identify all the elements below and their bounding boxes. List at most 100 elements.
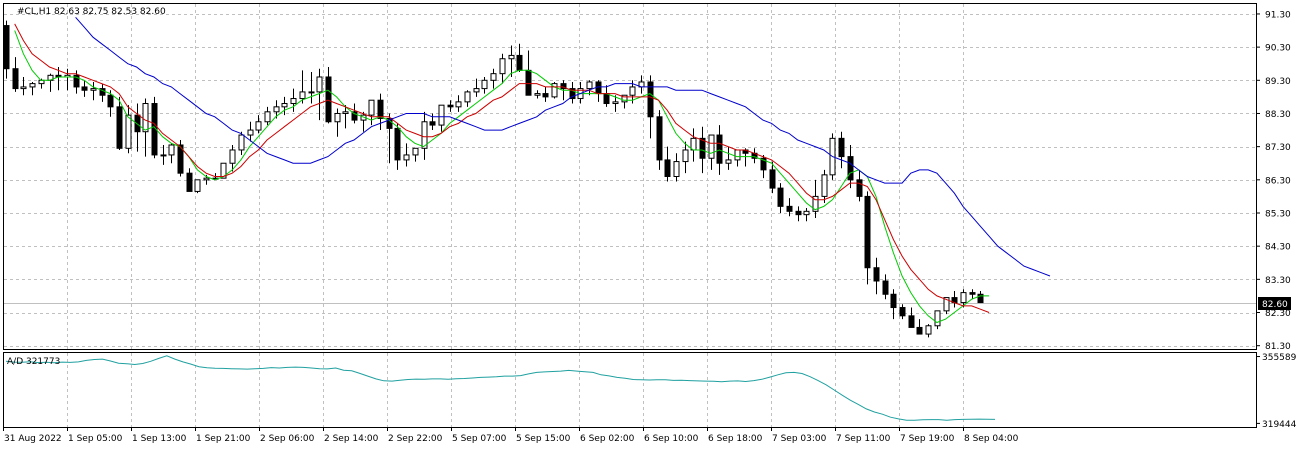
candle-body-up <box>255 121 262 131</box>
candle-body-down <box>595 81 602 95</box>
candle <box>803 208 810 222</box>
candle <box>725 146 732 170</box>
x-tick-label: 6 Sep 02:00 <box>580 434 635 444</box>
x-tick-label: 1 Sep 05:00 <box>68 434 123 444</box>
candle <box>925 324 932 338</box>
candle <box>186 168 193 192</box>
candle <box>438 104 445 132</box>
candle-body-up <box>551 83 558 98</box>
candle-body-up <box>629 86 636 96</box>
x-tick-label: 6 Sep 18:00 <box>708 434 763 444</box>
candle-body-down <box>882 280 889 295</box>
candle <box>229 144 236 172</box>
x-tick-label: 7 Sep 11:00 <box>836 434 891 444</box>
candle-body-up <box>508 54 515 60</box>
candle-body-down <box>12 68 19 90</box>
candle-body-down <box>325 76 332 123</box>
candle <box>847 144 854 189</box>
candle-body-up <box>812 195 819 212</box>
candle <box>490 68 497 89</box>
ad-y-axis-ticks: 355589 319444 <box>1256 353 1297 430</box>
candle-body-down <box>656 116 663 161</box>
candle-body-up <box>473 88 480 93</box>
candle <box>447 100 454 112</box>
candle <box>760 154 767 179</box>
candle <box>316 68 323 121</box>
last-price-label: 82.60 <box>1262 300 1288 310</box>
ma-fast-line <box>14 30 990 324</box>
y-tick-label: 88.30 <box>1265 110 1291 120</box>
candle <box>908 307 915 328</box>
x-tick-label: 2 Sep 22:00 <box>388 434 443 444</box>
candle-body-up <box>160 154 167 157</box>
candle-body-up <box>673 161 680 177</box>
ma-mid-line <box>14 23 990 313</box>
indicator-grid <box>67 353 964 427</box>
y-axis-ticks: 91.30 90.30 89.30 88.30 87.30 86.30 85.30 84.30… <box>1256 10 1291 352</box>
ad-series-line <box>5 355 996 421</box>
candle <box>325 67 332 124</box>
candle-body-down <box>777 187 784 207</box>
candle <box>107 90 114 117</box>
candle-body-down <box>899 307 906 317</box>
candle <box>334 108 341 137</box>
candle-body-down <box>838 137 845 158</box>
candle <box>134 103 141 152</box>
candle-body-down <box>864 195 871 269</box>
candle <box>125 105 132 154</box>
candle-body-up <box>455 101 462 108</box>
candle-body-up <box>290 98 297 105</box>
candle-body-down <box>847 156 854 181</box>
candle <box>160 144 167 165</box>
candle-body-up <box>403 154 410 161</box>
candle <box>916 319 923 335</box>
candle-body-down <box>560 83 567 90</box>
candle <box>769 161 776 194</box>
candle-body-up <box>464 91 471 103</box>
candle-body-down <box>786 205 793 212</box>
candle <box>281 96 288 116</box>
candle <box>247 121 254 142</box>
y-tick-label: 82.30 <box>1265 309 1291 319</box>
candle-body-up <box>194 179 201 192</box>
candle-body-down <box>116 106 123 149</box>
candle-body-down <box>795 210 802 216</box>
x-tick-label: 8 Sep 04:00 <box>964 434 1019 444</box>
candle <box>586 80 593 96</box>
candle-body-up <box>142 103 149 133</box>
candle <box>777 183 784 213</box>
candle <box>838 131 845 169</box>
candle-body-up <box>934 310 941 327</box>
candle <box>569 81 576 104</box>
candle <box>664 146 671 182</box>
candle-body-down <box>664 159 671 178</box>
candle-body-down <box>873 267 880 282</box>
x-tick-label: 1 Sep 13:00 <box>132 434 187 444</box>
candle-body-up <box>238 134 245 151</box>
candle-body-down <box>916 326 923 335</box>
candle <box>464 90 471 107</box>
x-tick-label: 7 Sep 19:00 <box>900 434 955 444</box>
candle-body-up <box>308 91 315 94</box>
candle-body-down <box>73 74 80 88</box>
candle <box>429 113 436 131</box>
x-axis-ticks: 31 Aug 2022 1 Sep 05:00 1 Sep 13:00 1 Sep 2… <box>3 427 1019 444</box>
candle-body-down <box>107 94 114 108</box>
chart-header: #CL,H1 82.63 82.75 82.53 82.60 <box>17 7 166 17</box>
candle <box>969 289 976 300</box>
candle <box>29 81 36 96</box>
candle <box>542 86 549 102</box>
candle <box>890 289 897 320</box>
candle <box>656 110 663 170</box>
candle-body-down <box>3 25 10 70</box>
candle-body-down <box>394 127 401 161</box>
candle <box>795 206 802 222</box>
candle-body-up <box>438 104 445 126</box>
candle-body-down <box>890 293 897 309</box>
candle <box>873 257 880 295</box>
candle-body-up <box>621 94 628 103</box>
candle <box>20 76 27 96</box>
candle-body-down <box>769 169 776 189</box>
candle <box>299 70 306 104</box>
candle <box>368 99 375 126</box>
